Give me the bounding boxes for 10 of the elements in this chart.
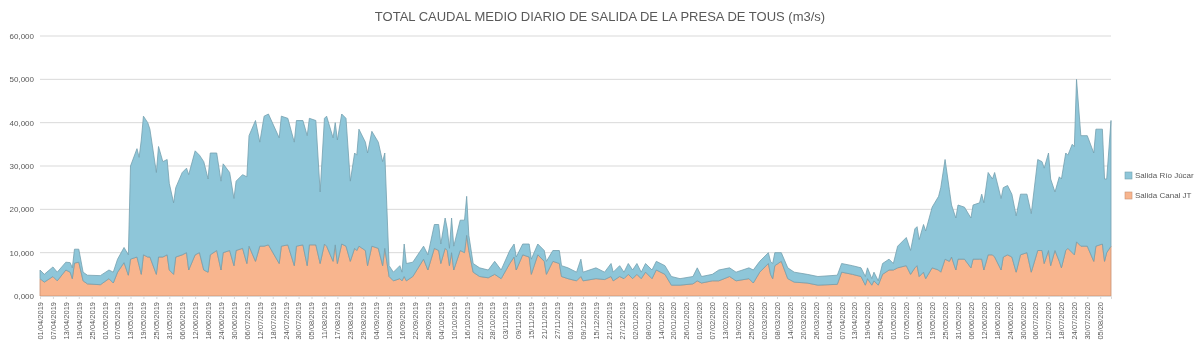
- y-tick-label: 60,000: [9, 32, 35, 42]
- y-tick-label: 50,000: [9, 75, 35, 85]
- chart-title: TOTAL CAUDAL MEDIO DIARIO DE SALIDA DE LA PRESA DE TOUS (m3/s): [374, 9, 826, 24]
- legend-label: Salida Río Júcar: [1135, 171, 1195, 180]
- y-tick-label: 20,000: [9, 205, 35, 215]
- y-tick-label: 0,000: [13, 292, 35, 302]
- y-tick-label: 10,000: [9, 248, 35, 258]
- y-tick-label: 30,000: [9, 162, 35, 172]
- y-tick-label: 40,000: [9, 118, 35, 128]
- legend-label: Salida Canal JT: [1135, 191, 1192, 200]
